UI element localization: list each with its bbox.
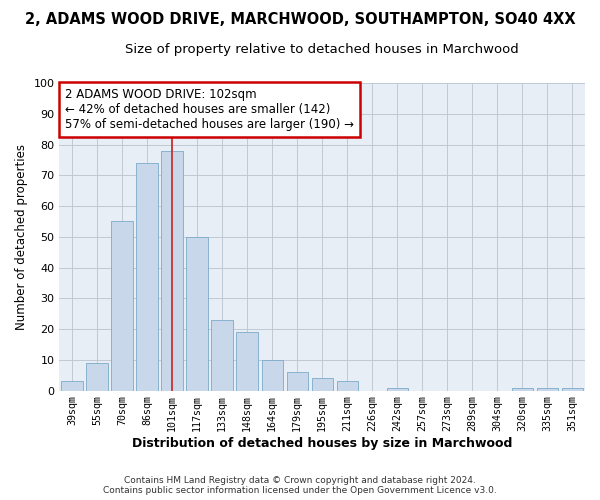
Bar <box>512 388 533 390</box>
Text: 2 ADAMS WOOD DRIVE: 102sqm
← 42% of detached houses are smaller (142)
57% of sem: 2 ADAMS WOOD DRIVE: 102sqm ← 42% of deta… <box>65 88 353 130</box>
Bar <box>337 382 358 390</box>
X-axis label: Distribution of detached houses by size in Marchwood: Distribution of detached houses by size … <box>132 437 512 450</box>
Title: Size of property relative to detached houses in Marchwood: Size of property relative to detached ho… <box>125 42 519 56</box>
Bar <box>161 150 182 390</box>
Bar <box>61 382 83 390</box>
Bar <box>136 163 158 390</box>
Bar <box>86 363 107 390</box>
Text: 2, ADAMS WOOD DRIVE, MARCHWOOD, SOUTHAMPTON, SO40 4XX: 2, ADAMS WOOD DRIVE, MARCHWOOD, SOUTHAMP… <box>25 12 575 28</box>
Bar <box>287 372 308 390</box>
Bar <box>537 388 558 390</box>
Bar <box>311 378 333 390</box>
Text: Contains HM Land Registry data © Crown copyright and database right 2024.
Contai: Contains HM Land Registry data © Crown c… <box>103 476 497 495</box>
Bar <box>562 388 583 390</box>
Bar <box>236 332 258 390</box>
Bar <box>187 237 208 390</box>
Bar <box>262 360 283 390</box>
Y-axis label: Number of detached properties: Number of detached properties <box>15 144 28 330</box>
Bar <box>211 320 233 390</box>
Bar <box>112 222 133 390</box>
Bar <box>386 388 408 390</box>
